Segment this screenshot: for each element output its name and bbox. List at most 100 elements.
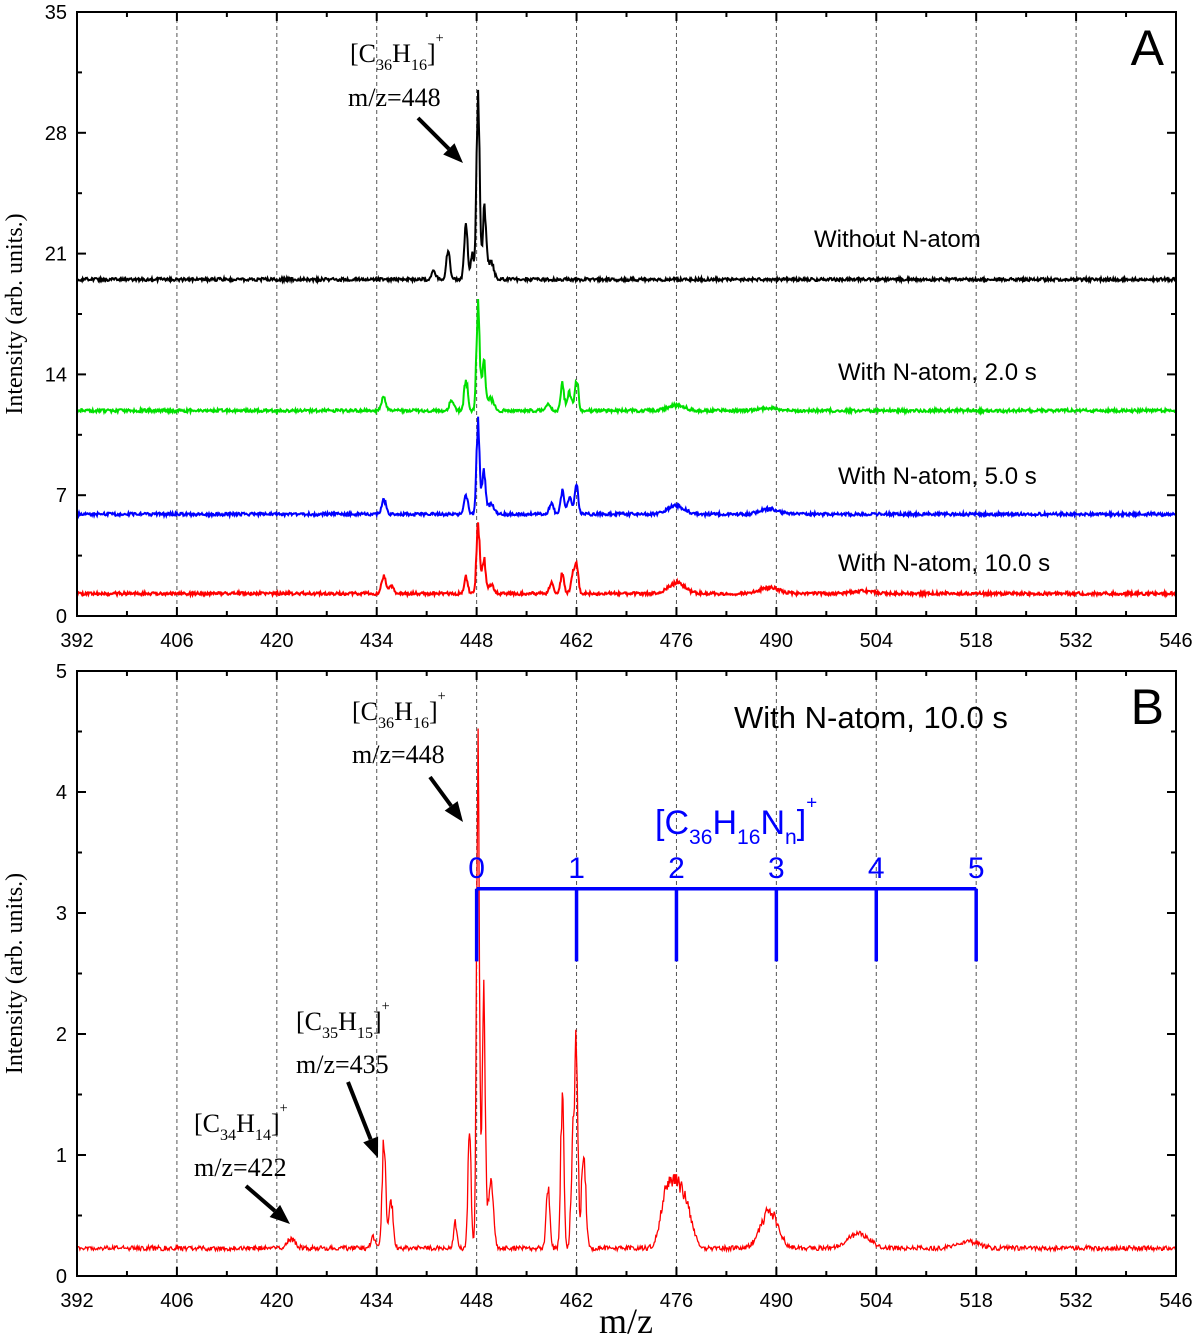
y-axis-label: Intensity (arb. units.) xyxy=(2,873,28,1074)
formula-part: 34 xyxy=(220,1127,236,1144)
y-tick-label: 3 xyxy=(56,903,67,925)
nitrogen-count-label: 2 xyxy=(668,852,685,885)
formula-part: ] xyxy=(427,39,436,68)
x-tick-label: 406 xyxy=(160,1290,193,1312)
x-tick-label: 546 xyxy=(1159,1290,1192,1312)
peak-mz-448: m/z=448 xyxy=(348,83,441,112)
arrow-icon xyxy=(244,1184,290,1224)
formula-part: [C xyxy=(350,39,376,68)
peak-formula: [C35H15]+ xyxy=(296,999,390,1042)
formula-part: H xyxy=(338,1007,357,1036)
nitrogen-count-label: 0 xyxy=(468,852,485,885)
peak-mz: m/z=422 xyxy=(194,1153,287,1182)
x-tick-label: 518 xyxy=(959,1290,992,1312)
formula-part: + xyxy=(438,689,446,705)
x-tick-label: 392 xyxy=(60,1290,93,1312)
nitrogen-count-label: 5 xyxy=(968,852,985,885)
x-axis-label: m/z xyxy=(599,1301,653,1339)
panel-letter: A xyxy=(1131,20,1165,76)
formula-part: 35 xyxy=(322,1025,338,1042)
y-tick-label: 2 xyxy=(56,1024,67,1046)
y-tick-label: 0 xyxy=(56,1266,67,1288)
formula-part: 36 xyxy=(378,715,394,732)
formula-part: 16 xyxy=(737,826,760,849)
x-tick-label: 476 xyxy=(660,1290,693,1312)
formula-part: [C xyxy=(655,804,689,842)
x-tick-label: 532 xyxy=(1059,1290,1092,1312)
series-label: With N-atom, 2.0 s xyxy=(838,359,1037,386)
x-tick-label: 420 xyxy=(260,630,293,652)
y-tick-label: 21 xyxy=(45,244,67,266)
formula-part: [C xyxy=(352,697,378,726)
y-tick-label: 0 xyxy=(56,606,67,628)
x-tick-label: 518 xyxy=(959,630,992,652)
formula-part: 16 xyxy=(411,57,427,74)
plot-frame xyxy=(76,670,1177,1277)
formula-part: ] xyxy=(271,1109,280,1138)
x-tick-label: 490 xyxy=(760,630,793,652)
arrow-icon xyxy=(416,116,463,163)
plot-frame xyxy=(76,11,1177,617)
formula-part: 14 xyxy=(255,1127,271,1144)
formula-part: ] xyxy=(797,804,806,842)
y-tick-label: 28 xyxy=(45,123,67,145)
peak-formula-448: [C36H16]+ xyxy=(350,31,444,74)
formula-part: H xyxy=(712,804,737,842)
x-tick-label: 476 xyxy=(660,630,693,652)
x-tick-label: 434 xyxy=(360,1290,393,1312)
spectrum-series-1 xyxy=(76,298,1177,417)
x-tick-label: 462 xyxy=(560,1290,593,1312)
x-tick-label: 420 xyxy=(260,1290,293,1312)
formula-part: + xyxy=(280,1101,288,1117)
series-label: With N-atom, 10.0 s xyxy=(838,550,1050,577)
panel-title: With N-atom, 10.0 s xyxy=(734,700,1008,735)
x-tick-label: 406 xyxy=(160,630,193,652)
formula-part: 36 xyxy=(376,57,392,74)
formula-part: 36 xyxy=(689,826,712,849)
formula-part: N xyxy=(760,804,785,842)
panel-B: 392 406 420 434 448 462 476 490 504 518 532 5460123… xyxy=(2,661,1193,1312)
peak-formula: [C34H14]+ xyxy=(194,1101,288,1144)
y-tick-label: 14 xyxy=(45,364,67,386)
formula-part: n xyxy=(785,826,797,849)
formula-part: + xyxy=(382,999,390,1015)
formula-part: H xyxy=(236,1109,255,1138)
y-tick-label: 1 xyxy=(56,1145,67,1167)
formula-part: [C xyxy=(194,1109,220,1138)
formula-part: + xyxy=(436,31,444,47)
peak-mz: m/z=435 xyxy=(296,1050,389,1079)
formula-part: ] xyxy=(373,1007,382,1036)
series-label: With N-atom, 5.0 s xyxy=(838,463,1037,490)
x-tick-label: 434 xyxy=(360,630,393,652)
peak-formula: [C36H16]+ xyxy=(352,689,446,732)
series-label: Without N-atom xyxy=(814,226,981,253)
y-tick-label: 7 xyxy=(56,485,67,507)
nitrogen-count-label: 1 xyxy=(568,852,585,885)
x-tick-label: 490 xyxy=(760,1290,793,1312)
panel-letter: B xyxy=(1131,679,1164,735)
x-tick-label: 546 xyxy=(1159,630,1192,652)
nitrogen-series-bracket: 0 1 2 3 4 5 xyxy=(468,852,985,962)
x-tick-label: 448 xyxy=(460,630,493,652)
spectrum-series-2 xyxy=(76,416,1177,520)
y-tick-label: 5 xyxy=(56,661,67,683)
formula-part: ] xyxy=(429,697,438,726)
x-tick-label: 532 xyxy=(1059,630,1092,652)
formula-part: H xyxy=(392,39,411,68)
x-tick-label: 448 xyxy=(460,1290,493,1312)
x-tick-label: 504 xyxy=(860,1290,893,1312)
peak-mz: m/z=448 xyxy=(352,740,445,769)
spectrum-series-0 xyxy=(76,89,1177,285)
formula-part: 15 xyxy=(357,1025,373,1042)
formula-part: 16 xyxy=(413,715,429,732)
nitrogen-count-label: 3 xyxy=(768,852,785,885)
nitrogen-series-formula: [C36H16Nn]+ xyxy=(655,792,817,850)
spectrum-series-0 xyxy=(76,728,1177,1254)
formula-part: + xyxy=(806,792,817,813)
spectrum-series-3 xyxy=(76,522,1177,599)
panel-A: 392 406 420 434 448 462 476 490 504 518 532 546 0 7 14… xyxy=(2,2,1193,652)
y-tick-label: 35 xyxy=(45,2,67,24)
x-tick-label: 392 xyxy=(60,630,93,652)
formula-part: H xyxy=(394,697,413,726)
